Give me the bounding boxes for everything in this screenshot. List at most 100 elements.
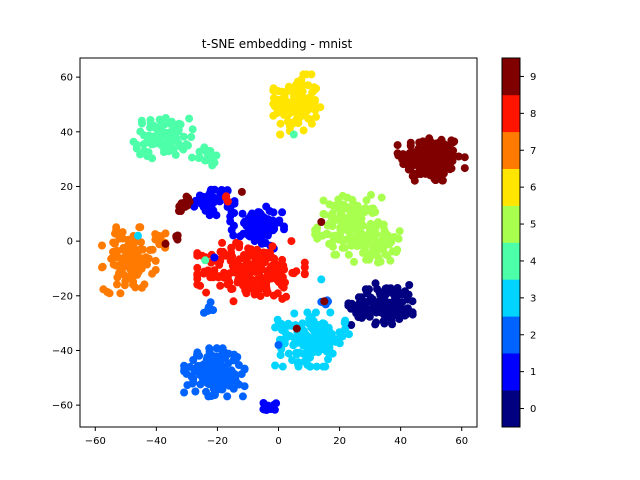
scatter-point [331,337,340,346]
scatter-point [206,147,215,155]
y-tick-label: 0 [67,237,73,248]
scatter-point [405,281,414,289]
colorbar-segment [502,168,520,206]
scatter-point [376,291,385,300]
scatter-point [210,253,219,262]
scatter-point [292,324,301,333]
scatter-point [164,147,173,156]
scatter-point [205,380,214,389]
scatter-point [436,171,445,180]
colorbar-segment [502,205,520,243]
scatter-point [292,267,301,276]
scatter-point [116,289,125,298]
scatter-point [187,133,196,141]
scatter-point [213,344,221,353]
scatter-point [240,364,249,373]
scatter-point [304,354,313,363]
scatter-point [266,267,275,276]
scatter-point [278,255,287,264]
scatter-point [207,272,216,280]
y-tick-label: −60 [52,401,73,412]
scatter-point [426,136,435,145]
colorbar-segment [502,316,520,354]
scatter-point [436,146,445,155]
scatter-point [449,138,458,147]
scatter-point [136,223,145,232]
scatter-point [270,254,279,263]
scatter-point [113,280,121,289]
scatter-point [294,358,303,367]
scatter-point [290,309,299,318]
x-tick-label: 60 [455,436,468,447]
colorbar-tick-label: 3 [530,293,536,304]
scatter-point [343,226,352,235]
scatter-point [406,138,415,147]
colorbar-tick-label: 0 [530,404,536,415]
scatter-point [365,229,374,238]
scatter-point [338,332,347,341]
scatter-point [367,190,375,199]
scatter-point [172,232,181,241]
scatter-point [238,209,247,218]
scatter-point [410,160,419,169]
scatter-points [98,70,469,414]
scatter-point [151,256,160,265]
colorbar-tick-label: 4 [530,256,536,267]
scatter-point [183,201,192,210]
scatter-point [300,269,309,278]
scatter-point [437,153,446,162]
scatter-point [269,99,278,108]
scatter-point [140,280,149,289]
scatter-point [347,299,356,308]
x-tick-label: 40 [394,436,407,447]
scatter-point [403,152,412,161]
scatter-point [227,366,236,375]
scatter-point [369,301,378,310]
scatter-point [372,318,380,327]
scatter-point [312,112,320,121]
scatter-point [330,231,339,240]
scatter-point [242,222,251,231]
scatter-point [390,301,399,310]
scatter-point [99,285,108,294]
scatter-point [343,193,352,202]
scatter-point [259,222,268,231]
scatter-point [410,176,419,185]
scatter-point [380,228,389,236]
scatter-point [134,231,142,240]
scatter-point [390,291,399,299]
scatter-point [280,265,289,274]
y-tick-label: 40 [60,127,73,138]
scatter-point [274,341,283,349]
scatter-point [161,239,170,248]
scatter-point [321,362,330,371]
scatter-point [300,263,309,272]
scatter-point [280,99,289,108]
scatter-point [138,119,146,128]
scatter-point [260,258,269,267]
scatter-point [298,87,307,96]
x-tick-label: −60 [85,436,106,447]
scatter-point [374,258,382,267]
scatter-point [285,108,294,117]
scatter-point [418,161,427,170]
scatter-point [193,280,202,289]
scatter-point [404,290,413,299]
scatter-point [311,308,320,317]
scatter-point [257,284,266,293]
scatter-point [315,335,324,344]
scatter-point [199,203,208,212]
scatter-point [278,274,287,282]
scatter-point [235,271,244,280]
scatter-point [223,197,232,206]
colorbar-segment [502,279,520,317]
scatter-point [195,147,204,156]
scatter-point [242,289,251,298]
scatter-point [151,266,160,274]
scatter-point [305,93,314,102]
scatter-point [448,157,457,166]
scatter-point [415,138,424,147]
scatter-point [269,84,278,93]
scatter-point [329,201,338,210]
scatter-point [185,114,194,123]
